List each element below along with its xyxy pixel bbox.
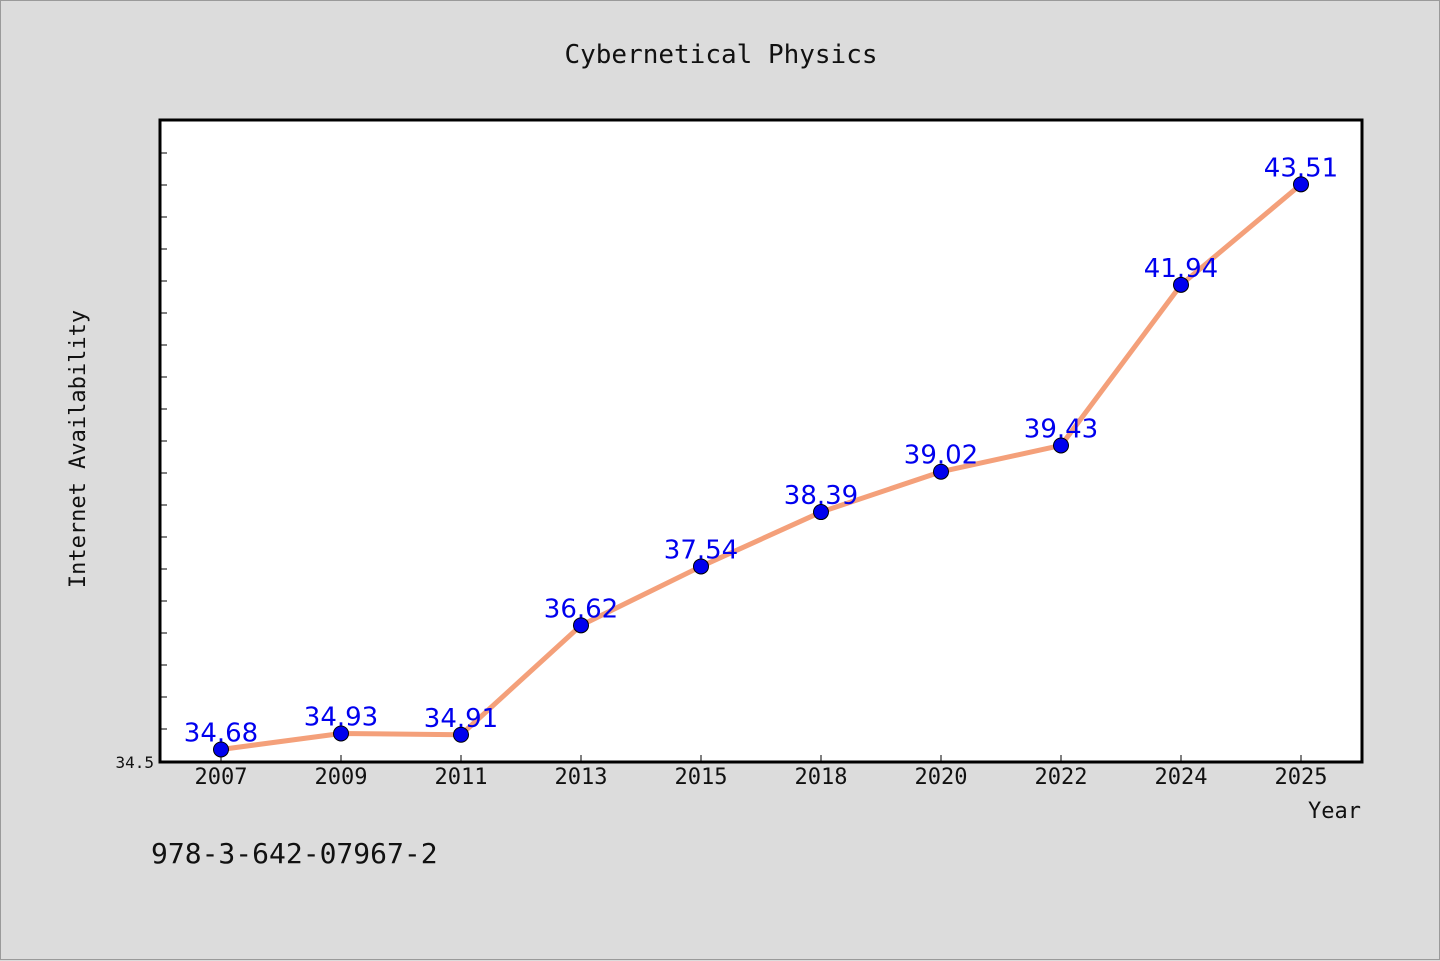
data-label: 41.94 [1144,254,1218,284]
y-axis-label: Internet Availability [66,310,91,588]
x-tick-label: 2015 [675,765,728,790]
data-label: 34.93 [304,702,378,732]
x-tick-label: 2011 [435,765,488,790]
chart-title: Cybernetical Physics [564,40,877,70]
y-axis-ticks [161,120,167,762]
x-tick-label: 2009 [315,765,368,790]
x-tick-label: 2018 [795,765,848,790]
data-label: 38.39 [784,481,858,511]
series-line: 34.68 34.93 34.91 36.62 37.54 38.39 39.02 39.43… [184,153,1338,758]
isbn-text: 978-3-642-07967-2 [151,837,438,870]
data-point [333,725,349,742]
data-point [933,463,949,480]
plot-area [158,118,1364,764]
data-point [453,726,469,743]
data-label: 34.91 [424,704,498,734]
x-tick-label: 2024 [1155,765,1208,790]
x-tick-label: 2013 [555,765,608,790]
x-tick-label: 2007 [195,765,248,790]
data-point [1173,276,1189,293]
data-point [1293,176,1309,193]
data-label: 36.62 [544,594,618,624]
y-tick-label: 34.5 [115,753,154,772]
data-label: 37.54 [664,535,738,565]
data-point [1053,437,1069,454]
x-tick-label: 2022 [1035,765,1088,790]
x-axis-label: Year [1308,799,1361,824]
data-point [693,558,709,575]
data-label: 34.68 [184,718,258,748]
data-point [573,617,589,634]
data-label: 43.51 [1264,153,1338,183]
x-axis: 2007 2009 2011 2013 2015 2018 2020 2022 2024 2025 [195,755,1328,790]
x-tick-label: 2020 [915,765,968,790]
data-point [213,741,229,758]
data-label: 39.02 [904,441,978,471]
x-tick-label: 2025 [1275,765,1328,790]
series-polyline [218,181,1304,752]
data-label: 39.43 [1024,414,1098,444]
data-point [813,504,829,521]
